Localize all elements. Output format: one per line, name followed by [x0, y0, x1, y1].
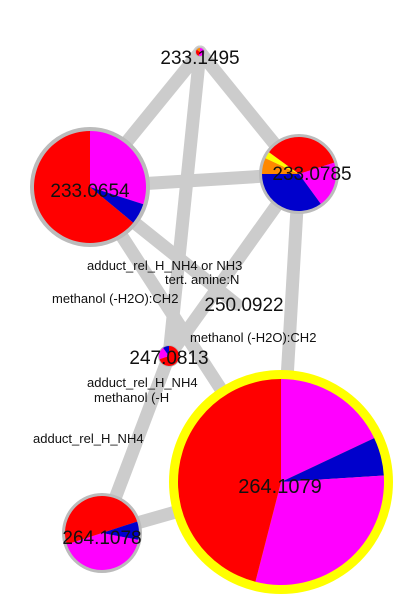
pie-slice-red: [64, 496, 102, 545]
node-n233_1495[interactable]: [195, 47, 205, 57]
pie-slice-blue: [262, 174, 321, 211]
node-label-233-0785: 233.0785: [272, 164, 351, 185]
pie-slice-yellow: [265, 152, 299, 174]
pie-slice-red: [269, 137, 299, 174]
pie-slice-red: [196, 49, 200, 56]
pie-slice-red: [102, 496, 138, 533]
pie-slice-magenta: [299, 162, 336, 204]
pie-slice-blue: [102, 521, 140, 540]
node-n264_1078[interactable]: [62, 493, 142, 573]
pie-slice-orange: [196, 48, 200, 52]
pie-slice-magenta: [281, 379, 375, 482]
pie-slice-red: [159, 346, 180, 366]
node-label-250-0922: 250.0922: [204, 295, 283, 316]
edge-label-methanol-ch2-middle: methanol (-H2O):CH2: [190, 330, 316, 345]
edge-label-tert-amine: tert. amine:N: [165, 272, 239, 287]
edge-label-adduct-nh4-or-nh3: adduct_rel_H_NH4 or NH3: [87, 258, 242, 273]
pie-slice-magenta: [198, 48, 205, 57]
node-n233_0785[interactable]: [259, 134, 339, 214]
pie-slice-blue: [163, 346, 169, 356]
node-n264_1079[interactable]: [169, 370, 393, 594]
pie-slice-red: [34, 131, 134, 243]
node-label-233-0654: 233.0654: [50, 181, 130, 202]
pie-slice-magenta: [90, 131, 147, 205]
node-label-layer: 233.1495 233.0654 233.0785 250.0922 247.…: [50, 48, 351, 549]
pie-slice-red: [178, 379, 281, 582]
edge-label-adduct-nh4-lower: adduct_rel_H_NH4: [33, 431, 144, 446]
pie-slice-blue: [90, 187, 144, 223]
pie-slice-magenta: [159, 347, 169, 360]
edge-label-methanol-ch2-upper: methanol (-H2O):CH2: [52, 291, 178, 306]
edge-label-layer: adduct_rel_H_NH4 or NH3 tert. amine:N me…: [33, 258, 316, 446]
node-label-264-1078: 264.1078: [62, 528, 141, 549]
pie-slice-magenta: [255, 475, 384, 585]
pie-slice-magenta: [66, 533, 139, 571]
edge-label-methanol-partial: methanol (-H: [94, 390, 169, 405]
pie-slice-orange: [262, 158, 299, 174]
edge-label-adduct-nh4-upper: adduct_rel_H_NH4: [87, 375, 198, 390]
node-label-233-1495: 233.1495: [160, 48, 239, 69]
node-label-264-1079: 264.1079: [238, 476, 321, 498]
node-label-247-0813: 247.0813: [129, 348, 208, 369]
pie-slice-red: [299, 137, 335, 174]
node-n247_0813[interactable]: [158, 345, 180, 367]
pie-slice-blue: [281, 438, 384, 482]
node-layer: [30, 47, 393, 594]
node-n233_0654[interactable]: [30, 127, 150, 247]
